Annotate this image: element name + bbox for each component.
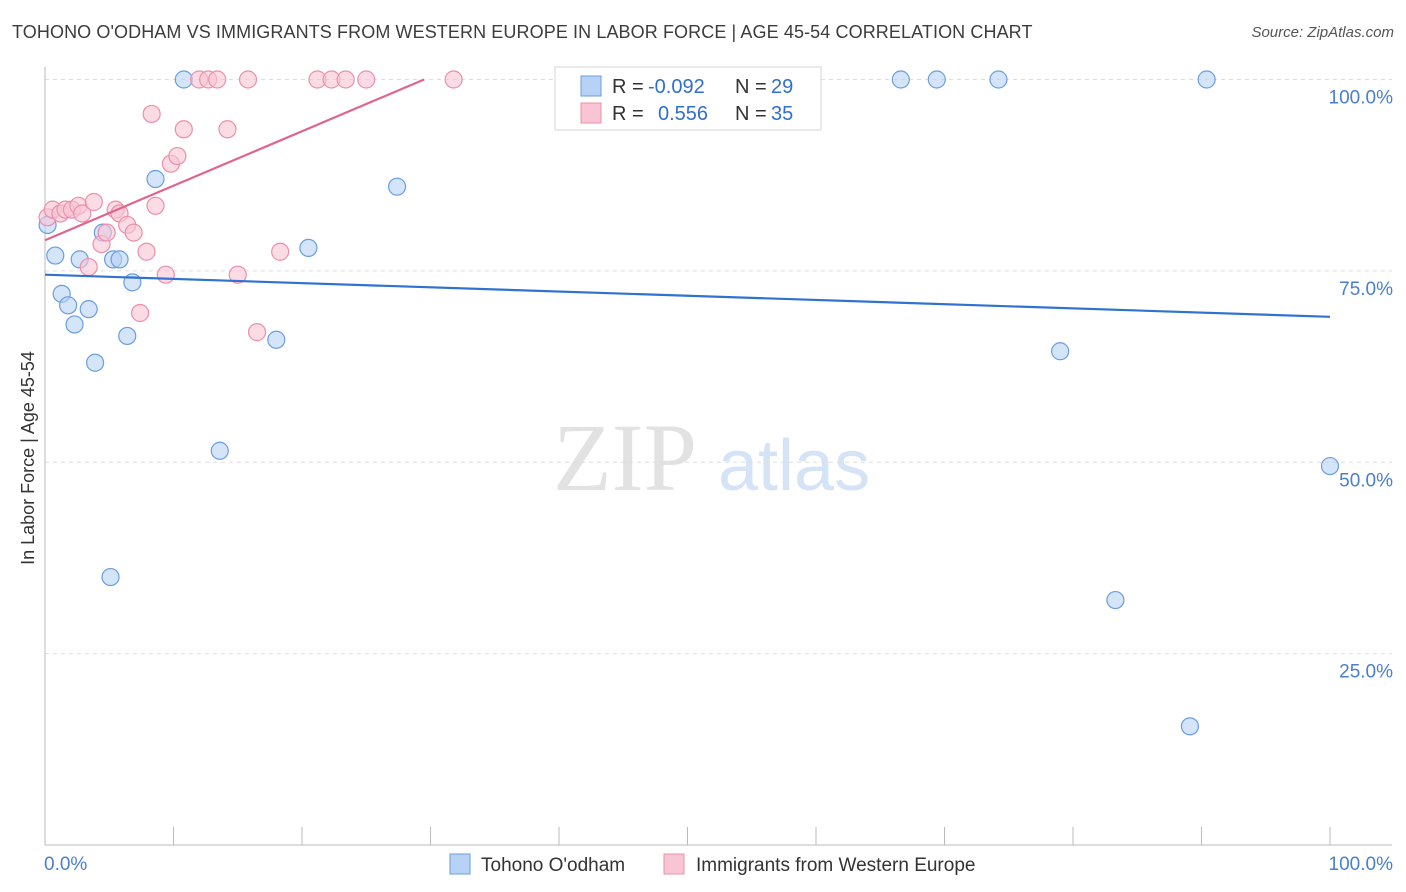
- point-western-europe: [79, 257, 98, 277]
- legend-n-label-1: N =: [735, 76, 767, 98]
- point-western-europe: [228, 265, 247, 284]
- trend-lines: [44, 78, 1331, 318]
- trend-line-western-europe: [44, 78, 425, 242]
- point-tohono: [174, 70, 193, 89]
- y-tick-labels: 25.0% 50.0% 75.0% 100.0%: [1329, 88, 1394, 683]
- trend-line-tohono: [44, 273, 1331, 318]
- series-swatch-pink: [663, 853, 685, 875]
- legend-r-value-1: -0.092: [648, 76, 705, 98]
- data-points: [38, 70, 1340, 736]
- point-tohono: [387, 177, 407, 196]
- y-tick-label: 50.0%: [1339, 470, 1393, 491]
- point-tohono: [891, 70, 910, 89]
- point-western-europe: [247, 323, 267, 342]
- legend-swatch-pink: [580, 102, 602, 124]
- point-western-europe: [174, 120, 193, 139]
- series-label-tohono: Tohono O'odham: [481, 855, 625, 876]
- chart-title: TOHONO O'ODHAM VS IMMIGRANTS FROM WESTER…: [12, 22, 1033, 42]
- point-western-europe: [84, 192, 103, 212]
- point-tohono: [86, 353, 105, 372]
- point-tohono: [118, 326, 137, 346]
- axes: [44, 67, 1392, 846]
- point-tohono: [146, 169, 165, 189]
- legend-r-label-1: R =: [612, 76, 644, 98]
- point-tohono: [110, 250, 129, 269]
- point-tohono: [79, 300, 98, 319]
- watermark-zip: ZIP: [553, 404, 697, 511]
- point-tohono: [299, 238, 318, 258]
- legend-n-value-1: 29: [771, 76, 793, 98]
- point-tohono: [1106, 590, 1125, 610]
- legend-n-label-2: N =: [735, 103, 767, 125]
- point-western-europe: [208, 70, 227, 89]
- x-tick-labels: 0.0% 100.0%: [44, 854, 1393, 875]
- point-tohono: [46, 246, 65, 265]
- point-western-europe: [73, 204, 92, 223]
- point-western-europe: [168, 146, 187, 166]
- point-western-europe: [271, 242, 290, 261]
- point-western-europe: [156, 265, 175, 284]
- x-tick-label-end: 100.0%: [1329, 854, 1394, 875]
- y-axis-label: In Labor Force | Age 45-54: [18, 351, 38, 565]
- point-tohono: [1180, 717, 1200, 736]
- point-tohono: [267, 330, 286, 349]
- point-western-europe: [444, 70, 463, 89]
- point-tohono: [989, 70, 1008, 89]
- legend-swatch-blue: [580, 75, 602, 97]
- series-label-western-europe: Immigrants from Western Europe: [696, 855, 975, 876]
- point-tohono: [1197, 70, 1216, 89]
- point-western-europe: [336, 70, 355, 89]
- y-tick-label: 25.0%: [1339, 662, 1393, 683]
- legend-n-value-2: 35: [771, 103, 793, 125]
- stats-legend: R = -0.092 N = 29 R = 0.556 N = 35: [554, 66, 822, 131]
- point-western-europe: [218, 120, 237, 139]
- legend-r-value-2: 0.556: [658, 103, 708, 125]
- point-western-europe: [124, 223, 143, 242]
- point-western-europe: [146, 196, 165, 215]
- point-tohono: [65, 315, 84, 334]
- gridlines: [45, 79, 1392, 655]
- source-label: Source: ZipAtlas.com: [1251, 24, 1394, 41]
- point-western-europe: [238, 70, 258, 89]
- y-tick-label: 100.0%: [1329, 88, 1394, 109]
- point-tohono: [1051, 342, 1070, 361]
- y-tick-label: 75.0%: [1339, 279, 1393, 300]
- point-western-europe: [357, 70, 376, 89]
- point-tohono: [101, 567, 120, 587]
- point-western-europe: [97, 223, 116, 242]
- point-tohono: [59, 296, 78, 315]
- point-western-europe: [137, 242, 156, 261]
- watermark-atlas: atlas: [718, 426, 870, 506]
- point-tohono: [927, 70, 946, 89]
- point-western-europe: [142, 104, 161, 124]
- x-tick-label-start: 0.0%: [44, 854, 87, 875]
- point-western-europe: [130, 303, 150, 323]
- series-legend: Tohono O'odham Immigrants from Western E…: [449, 853, 975, 876]
- point-tohono: [210, 441, 229, 460]
- point-tohono: [1320, 456, 1340, 476]
- series-swatch-blue: [449, 853, 471, 875]
- legend-r-label-2: R =: [612, 103, 644, 125]
